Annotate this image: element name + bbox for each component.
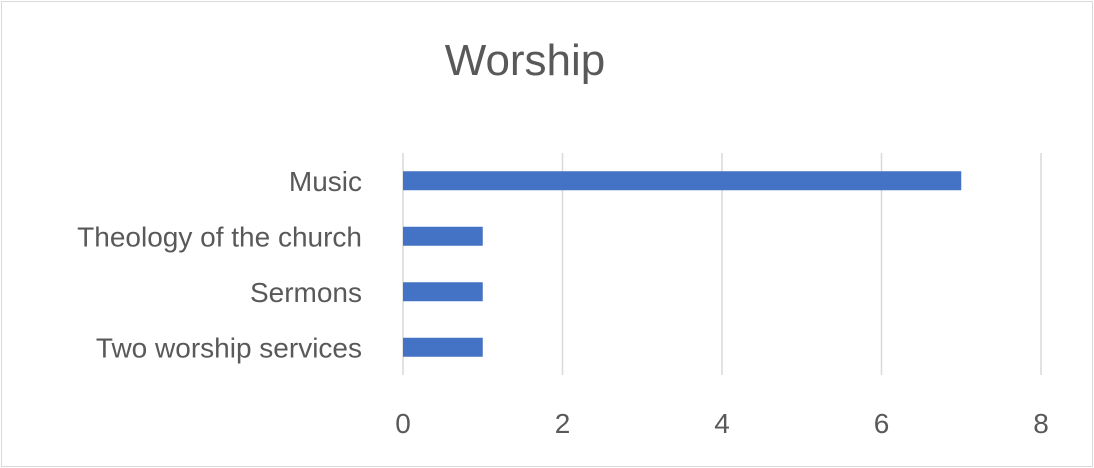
category-label: Two worship services xyxy=(96,332,362,363)
x-tick-label: 0 xyxy=(395,408,411,439)
chart-title: Worship xyxy=(445,36,606,85)
category-label: Sermons xyxy=(250,277,362,308)
category-label: Music xyxy=(289,166,362,197)
bar xyxy=(403,337,483,357)
bar xyxy=(403,171,962,191)
bar xyxy=(403,226,483,246)
x-tick-label: 2 xyxy=(555,408,571,439)
bars xyxy=(403,171,962,357)
x-axis-tick-labels: 0 2 4 6 8 xyxy=(395,408,1049,439)
x-tick-label: 4 xyxy=(714,408,730,439)
category-label: Theology of the church xyxy=(77,221,362,252)
x-tick-label: 8 xyxy=(1033,408,1049,439)
bar xyxy=(403,282,483,302)
x-tick-label: 6 xyxy=(874,408,890,439)
category-labels: Music Theology of the church Sermons Two wo… xyxy=(77,166,362,364)
